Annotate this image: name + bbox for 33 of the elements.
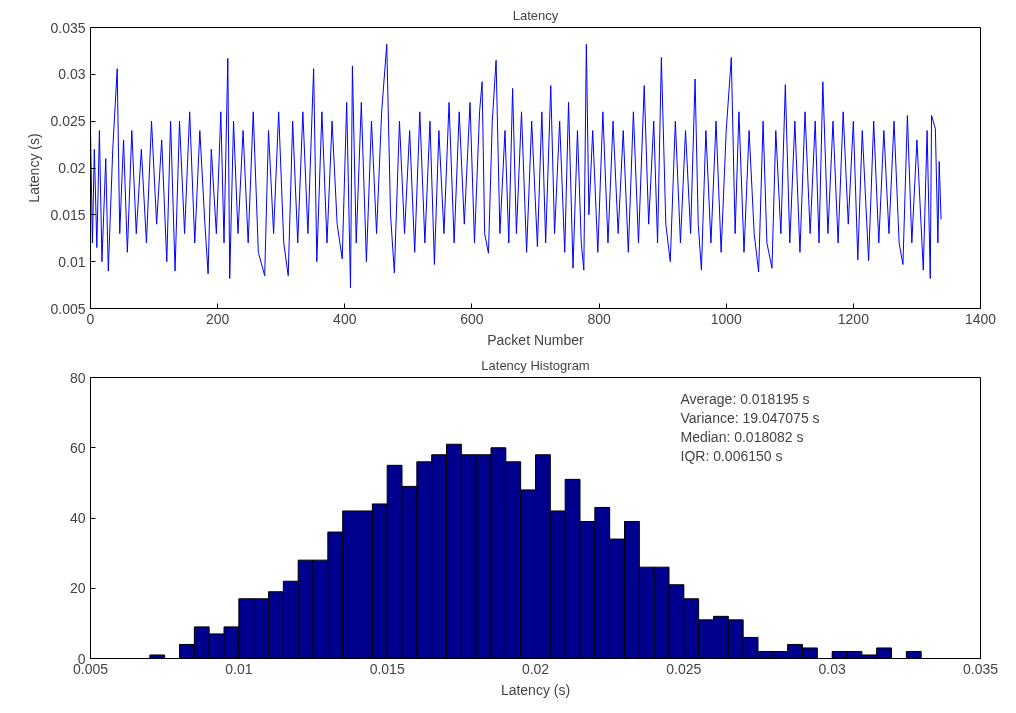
x-tick-label: 1400 — [964, 310, 997, 327]
y-tick-label: 80 — [69, 369, 86, 386]
chart-title: Latency Histogram — [481, 357, 590, 373]
x-tick-label: 0.02 — [521, 660, 550, 677]
y-tick-label: 0.02 — [58, 160, 86, 176]
annotation: IQR: 0.006150 s — [680, 448, 783, 465]
y-tick-label: 0.025 — [50, 113, 86, 130]
annotation: Variance: 19.047075 s — [680, 410, 820, 427]
y-tick-label: 0.015 — [50, 206, 86, 223]
annotation: Average: 0.018195 s — [680, 391, 810, 408]
annotation: Median: 0.018082 s — [680, 429, 804, 446]
x-tick-label: 0.035 — [962, 660, 999, 677]
x-axis-title: Latency (s) — [500, 681, 571, 698]
x-tick-label: 200 — [205, 310, 230, 327]
y-axis-title: Latency (s) — [26, 133, 43, 203]
y-tick-label: 60 — [69, 439, 86, 456]
x-tick-label: 0.01 — [225, 660, 253, 677]
y-tick-label: 0.035 — [50, 19, 86, 36]
x-tick-label: 800 — [587, 310, 611, 327]
x-tick-label: 0.03 — [818, 660, 846, 677]
chart-title: Latency — [512, 7, 559, 23]
x-tick-label: 1200 — [837, 310, 870, 327]
x-tick-label: 400 — [333, 310, 357, 327]
line-series — [90, 43, 942, 289]
x-tick-label: 0.025 — [666, 660, 702, 677]
x-tick-label: 600 — [460, 310, 484, 327]
y-tick-label: 0.01 — [58, 253, 86, 270]
x-tick-label: 0.015 — [369, 660, 405, 677]
y-tick-label: 20 — [69, 580, 86, 597]
y-tick-label: 0.03 — [58, 66, 86, 83]
y-tick-label: 40 — [69, 510, 86, 526]
x-tick-label: 1000 — [710, 310, 742, 327]
x-axis-title: Packet Number — [487, 331, 585, 348]
